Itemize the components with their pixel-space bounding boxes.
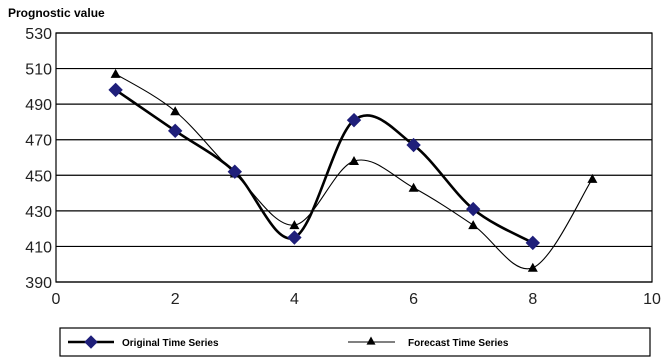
forecast-point-1 (110, 68, 121, 78)
y-tick-410: 410 (25, 239, 52, 256)
forecast-point-6 (408, 182, 419, 192)
forecast-point-2 (170, 106, 181, 116)
forecast-series-line (115, 73, 593, 270)
original-series-line (114, 88, 534, 245)
forecast-point-4 (289, 220, 300, 230)
original-point-6 (406, 137, 421, 153)
original-point-4 (287, 230, 302, 245)
original-point-5 (346, 112, 362, 128)
original-point-7 (465, 201, 481, 217)
y-tick-450: 450 (25, 168, 52, 185)
y-tick-430: 430 (25, 204, 52, 221)
x-tick-8: 8 (528, 291, 537, 308)
original-point-2 (167, 123, 183, 139)
forecast-point-5 (349, 156, 359, 166)
x-tick-0: 0 (52, 291, 61, 308)
y-tick-470: 470 (25, 133, 52, 150)
x-tick-4: 4 (290, 291, 299, 308)
forecast-point-7 (468, 220, 479, 230)
x-tick-labels: 0 2 4 6 8 10 (52, 291, 661, 308)
y-tick-labels: 390 410 430 450 470 490 510 530 (25, 26, 52, 292)
legend-forecast-marker (366, 336, 376, 345)
forecast-point-8 (527, 262, 538, 272)
y-tick-530: 530 (25, 26, 52, 43)
legend: Original Time Series Forecast Time Series (59, 327, 651, 357)
axes (55, 32, 653, 283)
original-point-8 (525, 235, 541, 251)
y-tick-490: 490 (25, 97, 52, 114)
original-point-1 (108, 82, 123, 98)
y-axis-label: Prognostic value (8, 6, 105, 20)
forecast-point-9 (587, 173, 598, 183)
x-tick-10: 10 (643, 291, 661, 308)
y-tick-390: 390 (25, 275, 52, 292)
plot-border (55, 32, 653, 283)
legend-original-label: Original Time Series (122, 338, 219, 349)
x-tick-2: 2 (171, 291, 180, 308)
legend-forecast-label: Forecast Time Series (408, 338, 509, 349)
original-point-3 (227, 164, 243, 179)
series-layer (108, 68, 598, 272)
legend-original-marker (84, 335, 98, 349)
y-tick-510: 510 (25, 62, 52, 79)
x-tick-6: 6 (409, 291, 418, 308)
